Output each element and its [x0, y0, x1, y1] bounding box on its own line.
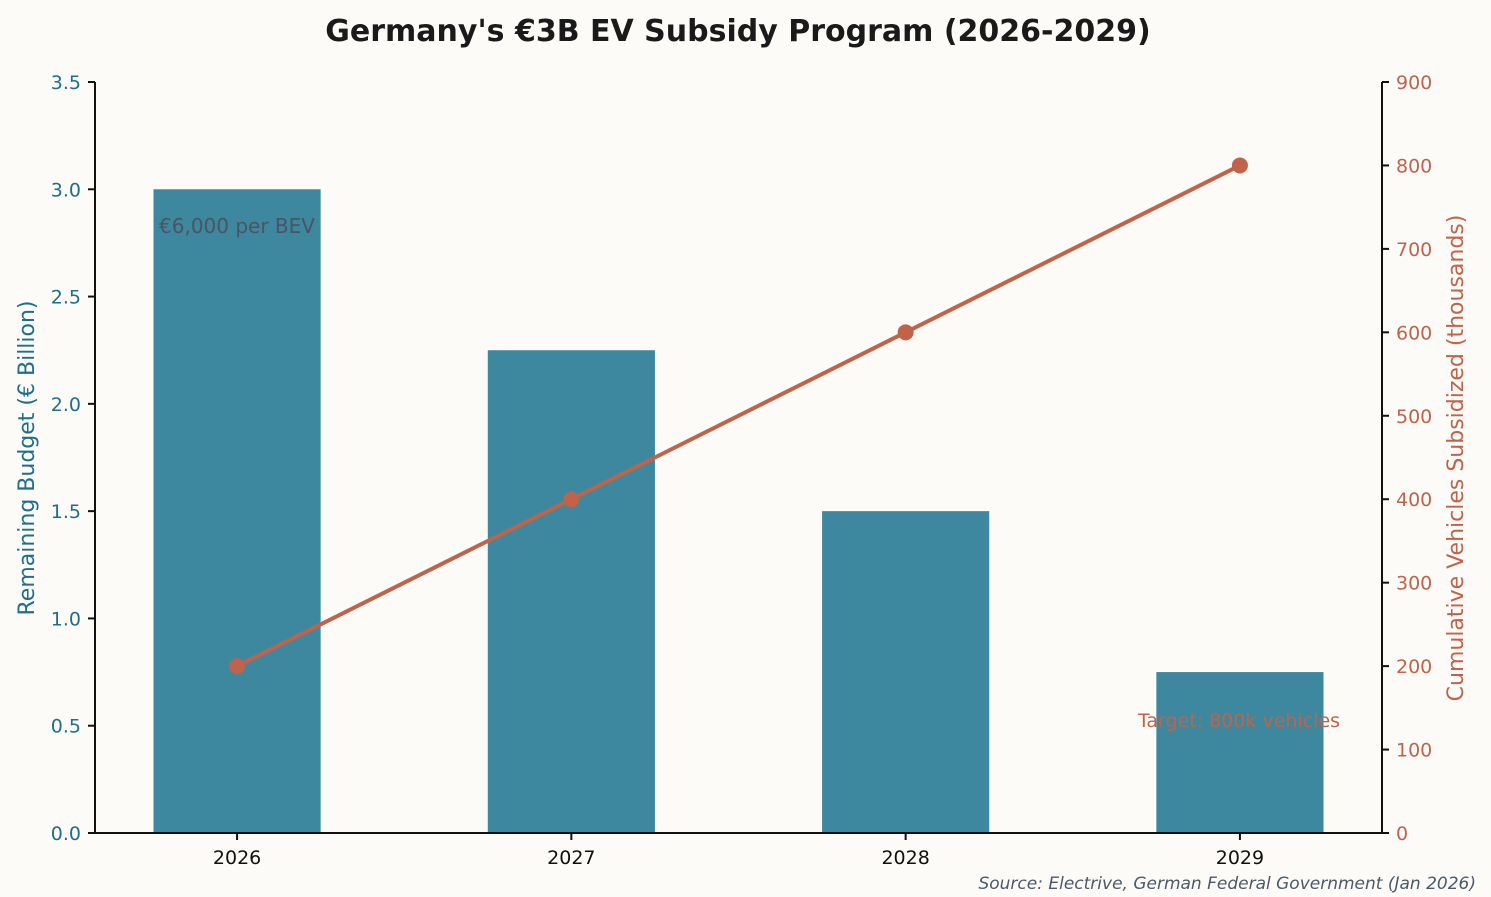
- x-tick-label: 2026: [213, 847, 261, 869]
- y-right-tick-label: 500: [1396, 406, 1432, 428]
- bar-2026: [153, 189, 321, 834]
- chart-title: Germany's €3B EV Subsidy Program (2026-2…: [325, 14, 1150, 49]
- bar-2028: [822, 511, 990, 833]
- line-point-2029: [1231, 157, 1248, 174]
- y-right-tick-label: 200: [1396, 656, 1432, 678]
- bar-2029: [1156, 672, 1324, 833]
- x-tick-label: 2029: [1216, 847, 1264, 869]
- y-left-tick-label: 2.0: [51, 394, 81, 416]
- x-tick-label: 2028: [881, 847, 929, 869]
- y-left-tick-label: 3.5: [51, 72, 81, 94]
- y-left-tick-label: 0.0: [51, 823, 81, 845]
- x-tick-label: 2027: [547, 847, 595, 869]
- source-note: Source: Electrive, German Federal Govern…: [978, 874, 1476, 893]
- line-point-2027: [563, 491, 580, 508]
- y-left-tick-label: 0.5: [51, 716, 81, 738]
- y-right-tick-label: 600: [1396, 322, 1432, 344]
- y-left-tick-label: 1.5: [51, 501, 81, 523]
- y-right-tick-label: 800: [1396, 155, 1432, 177]
- y-right-label: Cumulative Vehicles Subsidized (thousand…: [1444, 215, 1469, 702]
- y-right-tick-label: 0: [1396, 823, 1408, 845]
- line-point-2028: [897, 324, 914, 341]
- line-point-2026: [229, 658, 246, 675]
- y-right-tick-label: 400: [1396, 489, 1432, 511]
- y-left-tick-label: 1.0: [51, 608, 81, 630]
- y-left-label: Remaining Budget (€ Billion): [15, 300, 40, 615]
- y-right-tick-label: 100: [1396, 740, 1432, 762]
- annotation-per-bev: €6,000 per BEV: [159, 214, 315, 238]
- y-right-tick-label: 300: [1396, 573, 1432, 595]
- y-right-tick-label: 900: [1396, 72, 1432, 94]
- y-left-tick-label: 2.5: [51, 287, 81, 309]
- bar-2027: [487, 350, 655, 833]
- y-right-tick-label: 700: [1396, 239, 1432, 261]
- line-series: [236, 163, 1241, 668]
- y-left-tick-label: 3.0: [51, 179, 81, 201]
- annotation-target: Target: 800k vehicles: [1137, 710, 1340, 732]
